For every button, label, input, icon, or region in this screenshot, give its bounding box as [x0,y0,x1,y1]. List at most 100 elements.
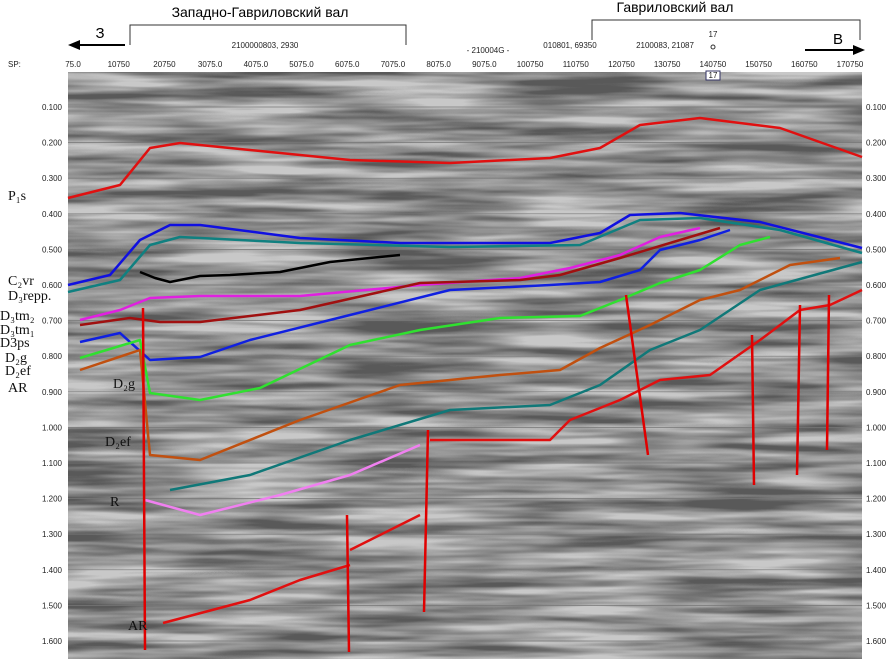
time-tick-label: 0.900 [866,388,887,397]
well-label: 17 [709,71,718,80]
horizon [162,563,351,625]
horizon-label: D₃repp. [8,289,51,304]
time-tick-label: 1.600 [866,637,887,646]
time-tick-label: 1.400 [42,566,63,575]
time-tick-label: 0.200 [866,139,887,148]
horizon [79,226,721,327]
horizon [79,256,841,462]
sp-tick-label: 10750 [108,60,131,69]
sp-tick-label: 3075.0 [198,60,223,69]
direction-label: В [833,31,843,48]
horizon-label: D₂ef [105,435,131,450]
sp-tick-label: 6075.0 [335,60,360,69]
well-label: 2100000803, 2930 [232,41,299,50]
well-label: - 210004G - [467,46,510,55]
horizon [79,226,701,322]
sp-tick-label: 130750 [654,60,681,69]
time-tick-label: 1.600 [42,637,63,646]
fault [795,304,802,476]
region-label: Гавриловский вал [617,0,734,15]
time-tick-label: 0.900 [42,388,63,397]
time-tick-label: 1.500 [866,601,887,610]
time-tick-label: 0.800 [42,352,63,361]
time-tick-label: 1.000 [42,423,63,432]
time-tick-label: 1.300 [866,530,887,539]
sp-tick-label: 140750 [700,60,727,69]
horizon [430,288,863,442]
time-tick-label: 0.400 [866,210,887,219]
region-label: Западно-Гавриловский вал [172,4,349,20]
time-tick-label: 0.300 [42,174,63,183]
time-tick-label: 0.600 [866,281,887,290]
direction-arrow [853,45,865,55]
time-tick-label: 0.500 [42,245,63,254]
sp-tick-label: 8075.0 [426,60,451,69]
horizon-label: D₂g [113,377,135,392]
horizon-label: C₂vr [8,274,34,289]
region-bracket [129,24,407,45]
time-tick-label: 0.100 [42,103,63,112]
horizon [349,513,421,552]
horizon [67,211,863,287]
time-tick-label: 1.400 [866,566,887,575]
time-tick-label: 1.000 [866,423,887,432]
horizon-label: D3ps [0,336,30,351]
horizon-label: D₃tm₂ [0,309,35,324]
well-label: 17 [709,30,718,39]
time-tick-label: 0.300 [866,174,887,183]
sp-tick-label: 20750 [153,60,176,69]
well-label: 2100083, 21087 [636,41,694,50]
time-tick-label: 0.100 [866,103,887,112]
horizon-label: P₁s [8,189,26,204]
horizon [67,216,863,294]
horizon [169,260,863,492]
time-tick-label: 0.700 [866,317,887,326]
time-tick-label: 0.600 [42,281,63,290]
sp-tick-label: 170750 [837,60,864,69]
well-box [705,70,721,81]
fault [141,307,147,651]
time-tick-label: 1.100 [42,459,63,468]
sp-tick-label: 7075.0 [381,60,406,69]
sp-tick-label: 4075.0 [244,60,269,69]
well-symbol [710,44,716,50]
sp-tick-label: 120750 [608,60,635,69]
sp-tick-label: 150750 [745,60,772,69]
time-tick-label: 0.200 [42,139,63,148]
sp-tick-label: 160750 [791,60,818,69]
seismic-texture [68,72,862,659]
horizon-label: R [110,495,120,510]
fault [750,334,756,486]
horizon-label: D₂ef [5,364,31,379]
time-tick-label: 0.400 [42,210,63,219]
time-tick-label: 1.100 [866,459,887,468]
time-tick-label: 0.800 [866,352,887,361]
time-tick-label: 1.200 [42,495,63,504]
horizon [139,253,401,284]
direction-arrow [68,40,80,50]
direction-label: З [95,25,104,42]
fault [825,294,831,451]
region-bracket [591,19,861,40]
sp-label: SP: [8,60,21,69]
sp-tick-label: 5075.0 [289,60,314,69]
time-tick-label: 1.500 [42,601,63,610]
horizon-label: D₃tm₁ [0,323,35,338]
well-label: 010801, 69350 [543,41,597,50]
fault [624,294,650,456]
horizon [67,116,863,200]
horizon-label: D₂g [5,351,27,366]
time-tick-label: 1.200 [866,495,887,504]
sp-tick-label: 75.0 [65,60,81,69]
fault [422,429,430,613]
horizon [79,228,731,362]
horizon [144,443,421,517]
horizon-label: AR [8,381,28,396]
time-tick-label: 0.500 [866,245,887,254]
time-tick-label: 1.300 [42,530,63,539]
horizon [79,235,771,402]
time-tick-label: 0.700 [42,317,63,326]
sp-tick-label: 100750 [517,60,544,69]
fault [345,514,351,653]
